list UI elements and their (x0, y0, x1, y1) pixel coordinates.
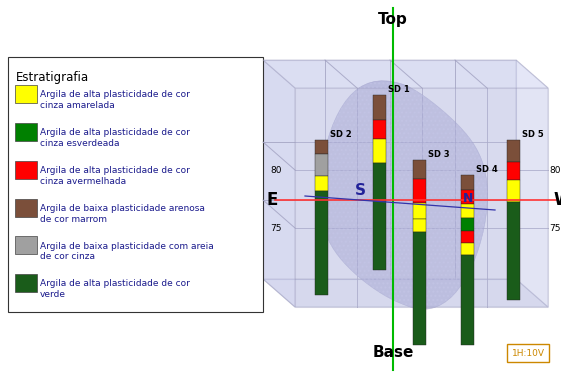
Bar (315, 140, 329, 154)
Text: 75: 75 (270, 224, 282, 233)
Text: 1H:10V: 1H:10V (512, 349, 545, 358)
Text: SD 5: SD 5 (522, 130, 544, 139)
Text: W: W (554, 191, 561, 209)
Text: Argila de alta plasticidade de cor
cinza amarelada: Argila de alta plasticidade de cor cinza… (40, 90, 190, 110)
Bar (507, 344, 549, 362)
Text: SD 1: SD 1 (389, 85, 410, 94)
Text: E: E (266, 191, 278, 209)
Polygon shape (320, 81, 488, 309)
Bar (413, 219, 426, 232)
Text: Argila de baixa plasticidade arenosa
de cor marrom: Argila de baixa plasticidade arenosa de … (40, 204, 205, 224)
Bar (8, 57, 263, 312)
Polygon shape (263, 60, 295, 307)
Bar (413, 232, 426, 345)
Bar (462, 175, 475, 190)
Bar (374, 120, 387, 139)
Text: 80: 80 (549, 166, 560, 175)
Bar (15, 85, 37, 103)
Polygon shape (263, 279, 548, 307)
Text: SD 2: SD 2 (330, 130, 352, 139)
Text: 75: 75 (549, 224, 560, 233)
Bar (15, 274, 37, 292)
Bar (462, 255, 475, 345)
Text: S: S (355, 183, 366, 197)
Bar (462, 190, 475, 204)
Text: Top: Top (378, 12, 408, 27)
Text: 80: 80 (270, 166, 282, 175)
Bar (508, 162, 521, 180)
Text: Argila de alta plasticidade de cor
cinza avermelhada: Argila de alta plasticidade de cor cinza… (40, 166, 190, 186)
Text: Argila de alta plasticidade de cor
verde: Argila de alta plasticidade de cor verde (40, 279, 190, 299)
Bar (508, 180, 521, 202)
Bar (462, 243, 475, 255)
Text: SD 4: SD 4 (476, 165, 498, 174)
Bar (508, 140, 521, 162)
Text: Argila de alta plasticidade de cor
cinza esverdeada: Argila de alta plasticidade de cor cinza… (40, 128, 190, 148)
Text: Argila de baixa plasticidade com areia
de cor cinza: Argila de baixa plasticidade com areia d… (40, 242, 214, 261)
Text: SD 3: SD 3 (429, 150, 450, 159)
Polygon shape (263, 60, 516, 279)
Bar (374, 95, 387, 120)
Bar (315, 154, 329, 176)
Text: Estratigrafia: Estratigrafia (16, 71, 89, 84)
Polygon shape (295, 88, 548, 307)
Bar (374, 139, 387, 163)
Bar (315, 176, 329, 191)
Bar (315, 191, 329, 295)
Bar (462, 204, 475, 218)
Bar (15, 123, 37, 141)
Bar (413, 160, 426, 178)
Bar (15, 236, 37, 254)
Bar (15, 161, 37, 179)
Polygon shape (263, 60, 548, 88)
Bar (413, 178, 426, 203)
Bar (462, 231, 475, 243)
Polygon shape (516, 60, 548, 307)
Bar (508, 202, 521, 300)
Text: Base: Base (373, 345, 413, 360)
Bar (374, 163, 387, 270)
Text: N: N (463, 191, 473, 205)
Bar (15, 199, 37, 217)
Bar (462, 218, 475, 231)
Bar (413, 203, 426, 219)
